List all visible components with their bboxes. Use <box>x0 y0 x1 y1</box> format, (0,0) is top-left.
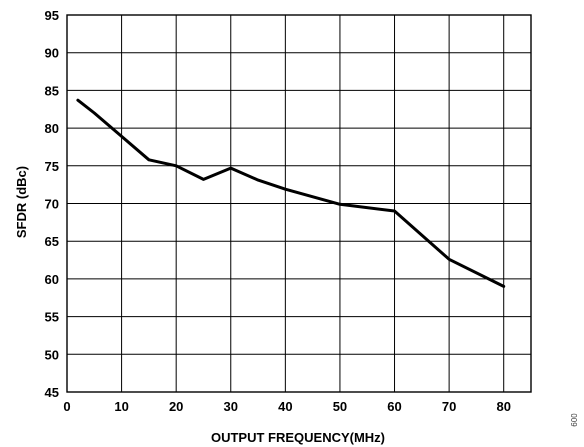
y-tick-label: 90 <box>45 46 59 61</box>
y-tick-labels: 45 50 55 60 65 70 75 80 85 90 95 <box>45 8 59 400</box>
y-tick-label: 55 <box>45 310 59 325</box>
x-tick-label: 0 <box>63 399 70 414</box>
y-axis-title: SFDR (dBc) <box>14 166 29 238</box>
y-tick-label: 95 <box>45 8 59 23</box>
x-tick-label: 70 <box>442 399 456 414</box>
x-tick-label: 80 <box>496 399 510 414</box>
y-tick-label: 50 <box>45 347 59 362</box>
grid-lines <box>67 15 531 392</box>
x-tick-label: 50 <box>333 399 347 414</box>
x-tick-label: 20 <box>169 399 183 414</box>
plot-frame <box>66 14 532 393</box>
series-layer <box>76 98 506 288</box>
x-tick-label: 40 <box>278 399 292 414</box>
x-tick-label: 10 <box>114 399 128 414</box>
y-tick-label: 70 <box>45 197 59 212</box>
y-tick-label: 45 <box>45 385 59 400</box>
y-tick-label: 80 <box>45 121 59 136</box>
figure-code: 009 <box>569 413 578 427</box>
x-tick-labels: 0 10 20 30 40 50 60 70 80 <box>63 399 511 414</box>
x-tick-label: 60 <box>387 399 401 414</box>
y-tick-label: 75 <box>45 159 59 174</box>
y-tick-label: 65 <box>45 234 59 249</box>
y-tick-label: 85 <box>45 83 59 98</box>
x-axis-title: OUTPUT FREQUENCY(MHz) <box>211 430 385 445</box>
y-tick-label: 60 <box>45 272 59 287</box>
x-tick-label: 30 <box>224 399 238 414</box>
